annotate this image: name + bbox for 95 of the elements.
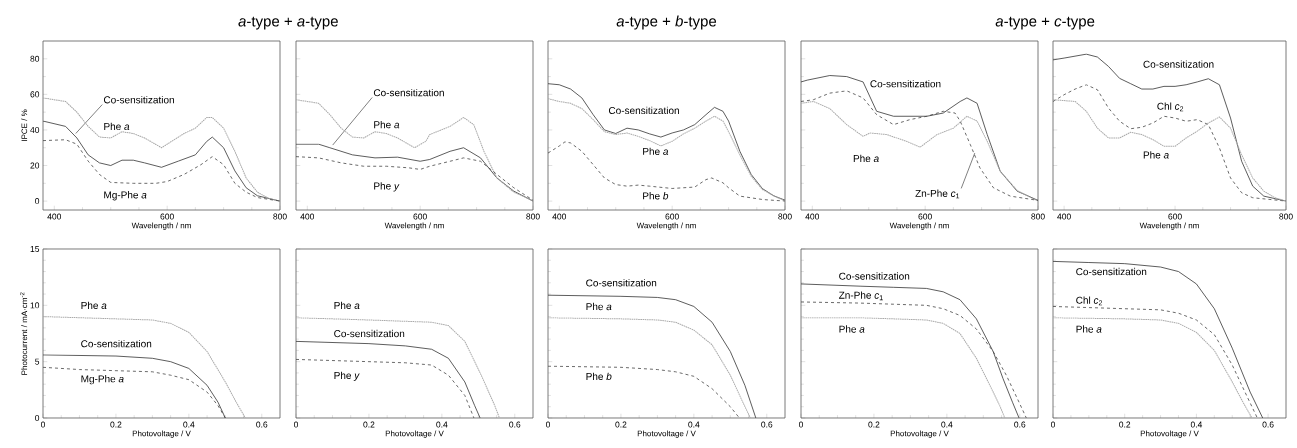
y-tick-label: 0 bbox=[35, 198, 40, 205]
line-series bbox=[43, 354, 226, 418]
x-tick-label: 0 bbox=[1050, 421, 1056, 428]
x-tick-label: 0.2 bbox=[615, 421, 627, 428]
y-axis-title: Photocurrent / mA·cm$^{-2}$ bbox=[20, 292, 28, 375]
x-tick-label: 0.4 bbox=[688, 421, 700, 428]
series-label: Mg-Phe a bbox=[104, 191, 147, 201]
series-label: Mg-Phe a bbox=[81, 375, 124, 385]
x-axis-title: Photovoltage / V bbox=[1140, 430, 1199, 438]
series-label: Chl c$_{2}$ bbox=[1157, 102, 1184, 112]
x-axis-title: Wavelength / nm bbox=[636, 222, 696, 230]
x-tick-label: 0 bbox=[293, 421, 299, 428]
x-tick-label: 600 bbox=[413, 213, 427, 220]
x-tick-label: 0.4 bbox=[1190, 421, 1203, 428]
y-tick-label: 15 bbox=[30, 246, 40, 252]
line-series bbox=[43, 366, 226, 418]
x-tick-label: 0.4 bbox=[941, 421, 953, 428]
x-axis-title: Photovoltage / V bbox=[132, 430, 191, 438]
series-label: Phe a bbox=[1076, 325, 1102, 333]
x-axis-title: Wavelength / nm bbox=[131, 222, 191, 230]
series-label: Phe a bbox=[81, 301, 107, 309]
series-label: Phe a bbox=[1143, 151, 1169, 159]
series-label: Zn-Phe c$_{1}$ bbox=[838, 291, 883, 301]
line-series bbox=[43, 139, 281, 202]
x-tick-label: 0.2 bbox=[868, 421, 880, 428]
series-label: Co-sensitization bbox=[1143, 60, 1214, 68]
y-tick-label: 80 bbox=[30, 55, 40, 62]
line-series bbox=[43, 97, 281, 202]
x-tick-label: 0.2 bbox=[110, 421, 122, 428]
x-tick-label: 400 bbox=[47, 213, 62, 220]
y-axis-title: IPCE / % bbox=[21, 109, 28, 141]
series-label: Co-sensitization bbox=[81, 339, 152, 348]
x-tick-label: 0.6 bbox=[1014, 421, 1026, 428]
line-series bbox=[43, 316, 246, 418]
y-tick-label: 20 bbox=[30, 162, 40, 169]
x-tick-label: 0.2 bbox=[363, 421, 375, 428]
x-tick-label: 0.4 bbox=[183, 421, 195, 428]
y-tick-label: 10 bbox=[30, 302, 40, 309]
series-label: Phe y bbox=[374, 182, 400, 192]
chart-title: a-type + c-type bbox=[995, 16, 1095, 30]
series-label: Co-sensitization bbox=[1076, 267, 1147, 276]
x-axis-title: Wavelength / nm bbox=[889, 222, 949, 230]
text: Co-sensitization bbox=[103, 96, 174, 104]
x-axis-title: Photovoltage / V bbox=[637, 430, 696, 438]
x-tick-label: 800 bbox=[526, 213, 540, 220]
x-tick-label: 600 bbox=[1168, 213, 1182, 220]
x-tick-label: 800 bbox=[778, 213, 792, 220]
series-label: Phe a bbox=[334, 301, 360, 309]
x-tick-label: 0.6 bbox=[761, 421, 773, 428]
x-axis-title: Wavelength / nm bbox=[1139, 222, 1199, 230]
series-label: Chl c$_{2}$ bbox=[1076, 296, 1103, 306]
y-tick-label: 40 bbox=[30, 126, 40, 133]
series-label: Phe a bbox=[374, 120, 400, 129]
series-label: Phe a bbox=[839, 325, 865, 333]
chart-title: a-type + b-type bbox=[616, 15, 717, 30]
x-tick-label: 400 bbox=[1057, 213, 1071, 220]
chart-title: a-type + a-type bbox=[238, 16, 338, 30]
x-axis-title: Wavelength / nm bbox=[384, 222, 444, 230]
series-label: Phe b bbox=[586, 372, 612, 380]
text: Co-sensitization bbox=[373, 88, 444, 97]
x-tick-label: 0.6 bbox=[1262, 421, 1274, 428]
series-label: Phe a bbox=[586, 302, 612, 311]
x-tick-label: 400 bbox=[300, 213, 315, 220]
x-tick-label: 0 bbox=[798, 421, 804, 428]
x-axis-title: Photovoltage / V bbox=[385, 430, 444, 438]
line-series bbox=[43, 120, 281, 202]
series-label: Co-sensitization bbox=[586, 279, 657, 287]
x-tick-label: 800 bbox=[1031, 213, 1045, 220]
text: Zn-Phe c$_{1}$ bbox=[915, 189, 960, 199]
x-tick-label: 0 bbox=[545, 421, 551, 428]
x-tick-label: 0.4 bbox=[436, 421, 448, 428]
x-tick-label: 600 bbox=[918, 213, 932, 220]
x-tick-label: 0 bbox=[40, 421, 46, 428]
text: Phe a bbox=[853, 154, 879, 163]
series-label: Phe b bbox=[643, 192, 669, 200]
x-tick-label: 0.2 bbox=[1119, 421, 1131, 428]
series-label: Co-sensitization bbox=[608, 106, 679, 115]
series-label: Phe a bbox=[643, 147, 669, 155]
x-tick-label: 400 bbox=[552, 213, 567, 220]
x-axis-title: Photovoltage / V bbox=[890, 430, 949, 438]
series-label: Phe a bbox=[104, 122, 130, 131]
x-tick-label: 0.6 bbox=[256, 421, 268, 428]
x-tick-label: 800 bbox=[1279, 213, 1293, 220]
x-tick-label: 0.6 bbox=[509, 421, 521, 428]
x-tick-label: 400 bbox=[805, 213, 820, 220]
series-label: Phe y bbox=[334, 371, 360, 381]
y-tick-label: 60 bbox=[30, 91, 40, 98]
x-tick-label: 600 bbox=[160, 213, 174, 220]
y-tick-label: 0 bbox=[35, 415, 40, 421]
x-tick-label: 800 bbox=[273, 213, 287, 220]
y-tick-label: 5 bbox=[35, 358, 40, 365]
series-label: Co-sensitization bbox=[839, 272, 910, 280]
x-tick-label: 600 bbox=[665, 213, 679, 220]
series-label: Co-sensitization bbox=[334, 329, 405, 338]
series-label: Co-sensitization bbox=[870, 80, 941, 88]
